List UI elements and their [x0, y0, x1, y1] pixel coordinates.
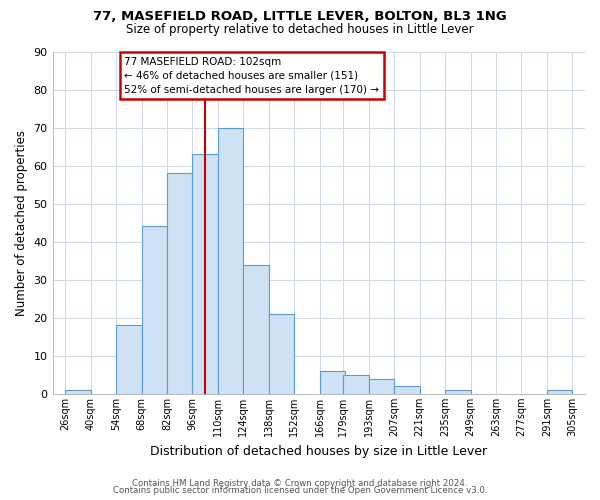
Bar — [394, 386, 419, 394]
Bar — [369, 378, 394, 394]
Text: Contains public sector information licensed under the Open Government Licence v3: Contains public sector information licen… — [113, 486, 487, 495]
Bar — [343, 375, 369, 394]
X-axis label: Distribution of detached houses by size in Little Lever: Distribution of detached houses by size … — [150, 444, 487, 458]
Bar — [320, 371, 345, 394]
Bar — [65, 390, 91, 394]
Bar — [445, 390, 470, 394]
Y-axis label: Number of detached properties: Number of detached properties — [15, 130, 28, 316]
Text: Contains HM Land Registry data © Crown copyright and database right 2024.: Contains HM Land Registry data © Crown c… — [132, 478, 468, 488]
Text: 77, MASEFIELD ROAD, LITTLE LEVER, BOLTON, BL3 1NG: 77, MASEFIELD ROAD, LITTLE LEVER, BOLTON… — [93, 10, 507, 23]
Bar — [167, 173, 193, 394]
Bar — [218, 128, 244, 394]
Bar — [244, 264, 269, 394]
Bar — [142, 226, 167, 394]
Text: Size of property relative to detached houses in Little Lever: Size of property relative to detached ho… — [126, 22, 474, 36]
Bar — [269, 314, 294, 394]
Bar — [116, 326, 142, 394]
Bar — [547, 390, 572, 394]
Text: 77 MASEFIELD ROAD: 102sqm
← 46% of detached houses are smaller (151)
52% of semi: 77 MASEFIELD ROAD: 102sqm ← 46% of detac… — [124, 56, 379, 94]
Bar — [193, 154, 218, 394]
